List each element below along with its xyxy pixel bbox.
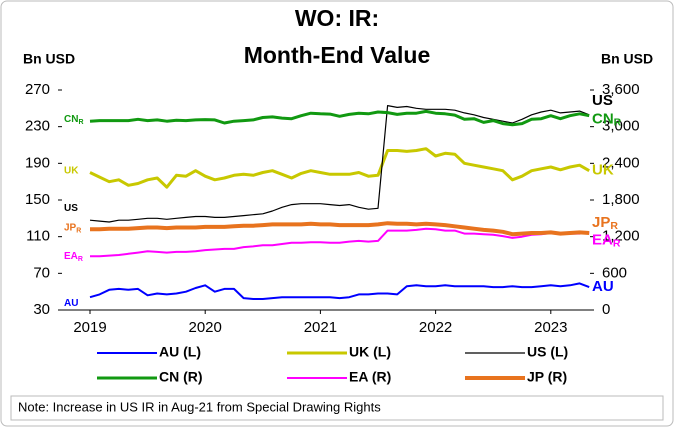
- tag-text: CN: [592, 111, 614, 128]
- start-tag: CNR: [64, 114, 84, 126]
- y2-axis-label: Bn USD: [601, 51, 653, 67]
- y2-tick-label: 3,000: [602, 118, 640, 135]
- series-line: [90, 227, 590, 258]
- y-axis-label: Bn USD: [23, 51, 75, 67]
- y2-tick-label: 1,200: [602, 228, 640, 245]
- x-tick-label: 2019: [73, 319, 106, 336]
- tag-text: EA: [64, 251, 78, 262]
- series-line: [89, 105, 590, 223]
- tag-text: JP: [592, 214, 610, 231]
- y-tick-label: 110: [26, 228, 50, 245]
- end-tag: EAR: [592, 231, 621, 249]
- series-line: [89, 147, 590, 189]
- tag-sub: R: [78, 256, 83, 263]
- note: Note: Increase in US IR in Aug-21 from S…: [18, 399, 381, 414]
- series-line: [89, 282, 590, 300]
- tag-text: UK: [592, 162, 614, 179]
- chart-title: WO: IR:: [295, 5, 379, 31]
- legend-label: EA (R): [349, 369, 391, 385]
- y2-tick-label: 600: [602, 264, 627, 281]
- end-tag: AU: [592, 278, 614, 295]
- tag-text: AU: [64, 298, 78, 309]
- legend-label: CN (R): [159, 369, 203, 385]
- tag-text: JP: [64, 222, 77, 233]
- end-tag: JPR: [592, 214, 618, 232]
- end-tag: CNR: [592, 111, 622, 129]
- x-tick-label: 2021: [304, 319, 337, 336]
- tag-text: US: [64, 203, 78, 214]
- y2-tick-label: 0: [602, 301, 610, 318]
- tag-text: US: [592, 92, 613, 109]
- y-tick-label: 190: [25, 154, 50, 171]
- start-tag: AU: [64, 298, 78, 309]
- y-tick-label: 230: [25, 118, 50, 135]
- y-tick-label: 150: [25, 191, 50, 208]
- tag-text: AU: [592, 278, 614, 295]
- chart-subtitle: Month-End Value: [244, 42, 431, 68]
- series-line: [89, 109, 590, 127]
- tag-text: EA: [592, 231, 613, 248]
- legend-label: US (L): [527, 344, 568, 360]
- tag-sub: R: [614, 116, 622, 128]
- tag-sub: R: [610, 220, 618, 232]
- x-tick-label: 2020: [189, 319, 222, 336]
- series-line: [90, 221, 590, 237]
- legend-label: JP (R): [527, 369, 567, 385]
- y-tick-label: 70: [33, 264, 50, 281]
- start-tag: US: [64, 203, 78, 214]
- y2-tick-label: 1,800: [602, 191, 640, 208]
- legend-label: UK (L): [349, 344, 391, 360]
- end-tag: US: [592, 92, 613, 109]
- tag-text: UK: [64, 165, 79, 176]
- y-tick-label: 30: [33, 301, 50, 318]
- tag-sub: R: [78, 119, 83, 126]
- y2-tick-label: 3,600: [602, 81, 640, 98]
- x-tick-label: 2023: [534, 319, 567, 336]
- y2-tick-label: 2,400: [602, 154, 640, 171]
- start-tag: EAR: [64, 251, 83, 263]
- x-tick-label: 2022: [419, 319, 452, 336]
- note-box: [10, 395, 664, 421]
- tag-text: CN: [64, 114, 78, 125]
- tag-sub: R: [76, 227, 81, 234]
- start-tag: UK: [64, 165, 79, 176]
- legend-label: AU (L): [159, 344, 201, 360]
- tag-sub: R: [613, 237, 621, 249]
- end-tag: UK: [592, 162, 614, 179]
- start-tag: JPR: [64, 222, 81, 234]
- y-tick-label: 270: [25, 81, 50, 98]
